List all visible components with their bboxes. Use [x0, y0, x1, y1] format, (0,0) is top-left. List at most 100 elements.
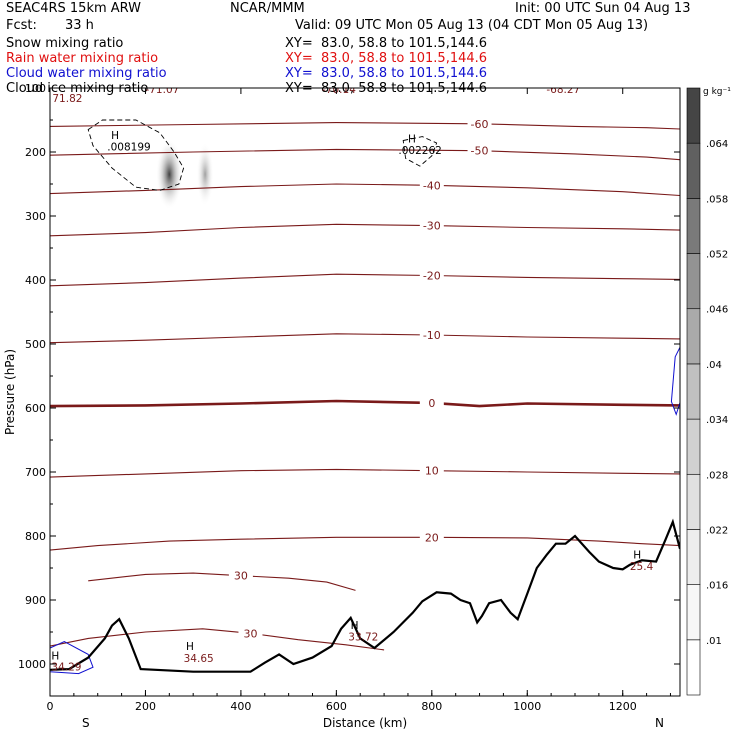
- colorbar-segment: [686, 418, 701, 475]
- contour-label: -60: [471, 118, 489, 131]
- temperature-contour: [50, 628, 385, 651]
- y-tick-label: 100: [25, 82, 46, 95]
- contour-label-bg: [228, 569, 253, 582]
- x-tick-label: 400: [230, 700, 251, 713]
- y-tick-label: 600: [25, 402, 46, 415]
- y-tick-label: 800: [25, 530, 46, 543]
- colorbar-segment: [686, 142, 701, 199]
- colorbar-tick-label: .016: [706, 581, 728, 592]
- contour-label: -20: [423, 270, 441, 283]
- annotation-label: -68.27: [546, 84, 580, 96]
- field-snow-xy: XY= 83.0, 58.8 to 101.5,144.6: [285, 36, 488, 51]
- header-valid: Valid: 09 UTC Mon 05 Aug 13 (04 CDT Mon …: [295, 18, 649, 33]
- snow-mixing-contour: [87, 119, 185, 191]
- colorbar-unit: g kg⁻¹: [703, 87, 731, 97]
- colorbar-segment: [686, 253, 701, 310]
- x-tick-label: 200: [135, 700, 156, 713]
- temperature-contour: [50, 223, 680, 237]
- colorbar-segment: [686, 584, 701, 641]
- rain-water-shading: [155, 139, 183, 210]
- annotation-label: H: [408, 133, 416, 145]
- field-cloudwater-name: Cloud water mixing ratio: [6, 66, 167, 81]
- field-snow-name: Snow mixing ratio: [6, 36, 124, 51]
- y-tick-label: 300: [25, 210, 46, 223]
- annotation-label: 71.82: [52, 93, 82, 105]
- annotation-label: .008199: [107, 142, 150, 154]
- cloud-water-contour: [50, 641, 94, 675]
- colorbar-segment: [686, 639, 701, 696]
- x-tick-label: 1000: [513, 700, 541, 713]
- colorbar-segment: [686, 363, 701, 420]
- annotation-label: -70.14: [322, 84, 356, 96]
- annotation-label: 34.29: [51, 661, 81, 673]
- colorbar-segment: [686, 473, 701, 530]
- annotation-label: H: [633, 549, 641, 561]
- y-tick-label: 200: [25, 146, 46, 159]
- annotation-label: H: [186, 641, 194, 653]
- colorbar-tick-label: .01: [706, 636, 722, 647]
- x-end-label-south: S: [82, 716, 90, 730]
- y-tick-label: 1000: [18, 658, 46, 671]
- temperature-contour: [50, 273, 680, 287]
- colorbar-tick-label: .022: [706, 525, 728, 536]
- header-org: NCAR/MMM: [230, 1, 305, 16]
- contour-label: 0: [428, 397, 435, 410]
- annotation-label: 25.4: [630, 561, 654, 573]
- annotation-label: .002262: [398, 145, 441, 157]
- temperature-contour: [50, 399, 680, 408]
- x-tick-label: 600: [326, 700, 347, 713]
- annotation-label: H: [111, 130, 119, 142]
- contour-label: -50: [471, 145, 489, 158]
- annotation-label: -71.07: [145, 84, 179, 96]
- annotation-label: H: [51, 651, 59, 663]
- colorbar-tick-label: .028: [706, 470, 728, 481]
- y-axis-label: Pressure (hPa): [3, 349, 17, 435]
- contour-label-bg: [238, 627, 263, 640]
- contour-label-bg: [419, 329, 444, 342]
- colorbar-tick-label: .058: [706, 194, 728, 205]
- x-tick-label: 800: [421, 700, 442, 713]
- contour-label: -40: [423, 179, 441, 192]
- contour-label-bg: [467, 144, 492, 157]
- y-tick-label: 400: [25, 274, 46, 287]
- x-end-label-north: N: [655, 716, 664, 730]
- colorbar-tick-label: .046: [706, 305, 728, 316]
- contour-label: 10: [425, 465, 439, 478]
- temperature-contour: [50, 468, 680, 478]
- annotation-label: 33.72: [348, 631, 378, 643]
- contour-label: 30: [234, 570, 248, 583]
- contour-label: -30: [423, 220, 441, 233]
- header-fcst-value: 33 h: [65, 18, 94, 33]
- temperature-contour: [50, 122, 680, 130]
- colorbar-tick-label: .064: [706, 139, 728, 150]
- header-init: Init: 00 UTC Sun 04 Aug 13: [515, 1, 691, 16]
- contour-label: 20: [425, 531, 439, 544]
- x-axis-label: Distance (km): [323, 716, 407, 730]
- y-tick-label: 700: [25, 466, 46, 479]
- plot-frame: [49, 87, 681, 697]
- y-tick-label: 900: [25, 594, 46, 607]
- temperature-contour: [50, 536, 680, 551]
- colorbar-segment: [686, 198, 701, 254]
- header-model: SEAC4RS 15km ARW: [6, 1, 142, 16]
- colorbar-segment: [686, 529, 701, 585]
- contour-label: -10: [423, 329, 441, 342]
- cloud-water-contour: [670, 346, 680, 416]
- colorbar-tick-label: .034: [706, 415, 728, 426]
- field-rain-name: Rain water mixing ratio: [6, 51, 159, 66]
- header-fcst-label: Fcst:: [6, 18, 37, 33]
- temperature-contour: [50, 183, 680, 197]
- contour-label: 30: [243, 627, 257, 640]
- y-tick-label: 500: [25, 338, 46, 351]
- field-cloudwater-xy: XY= 83.0, 58.8 to 101.5,144.6: [285, 66, 488, 81]
- rain-water-shading: [196, 142, 214, 207]
- terrain-line: [50, 518, 680, 673]
- x-tick-label: 0: [47, 700, 54, 713]
- annotation-label: H: [351, 620, 359, 632]
- cloud-ice-contour: [402, 136, 438, 167]
- contour-label-bg: [419, 396, 444, 409]
- contour-label-bg: [419, 464, 444, 477]
- annotation-label: 34.65: [184, 653, 214, 665]
- temperature-contour: [88, 572, 356, 591]
